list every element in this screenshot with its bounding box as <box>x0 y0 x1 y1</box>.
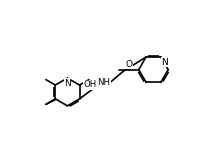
Text: NH: NH <box>97 78 110 87</box>
Text: N: N <box>64 79 71 88</box>
Text: N: N <box>162 58 168 67</box>
Text: O: O <box>125 60 132 69</box>
Text: OH: OH <box>83 80 96 89</box>
